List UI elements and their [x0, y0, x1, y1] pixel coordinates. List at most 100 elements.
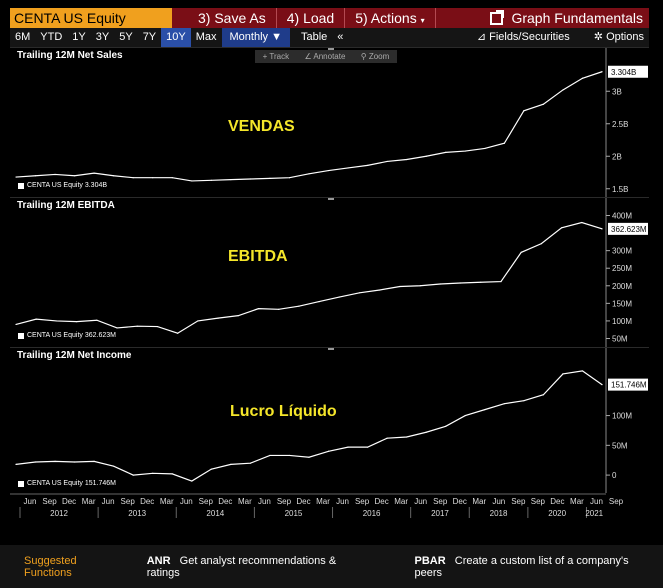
- legend-swatch: [18, 332, 24, 339]
- range-5y[interactable]: 5Y: [119, 31, 133, 43]
- y-tick-label: 150M: [612, 299, 632, 308]
- gear-icon: ✲: [593, 31, 604, 43]
- data-point: [459, 282, 462, 284]
- data-point: [601, 384, 603, 386]
- data-point: [327, 450, 330, 452]
- y-tick-label: 2B: [612, 152, 622, 161]
- chevron-down-icon: ▾: [420, 16, 425, 25]
- last-value-label: 3.304B: [611, 68, 636, 77]
- annotate-tool[interactable]: ∠ Annotate: [304, 52, 346, 61]
- top-toolbar: CENTA US Equity 3) Save As 4) Load 5) Ac…: [10, 8, 649, 28]
- data-point: [74, 461, 76, 463]
- data-point: [237, 315, 239, 317]
- anr-function[interactable]: ANR Get analyst recommendations & rating…: [137, 555, 377, 579]
- ebitda-title: Trailing 12M EBITDA: [17, 200, 115, 211]
- data-point: [581, 77, 584, 79]
- pbar-desc: Create a custom list of a company's peer…: [414, 554, 629, 579]
- last-value-label: 151.746M: [611, 381, 647, 390]
- x-tick-month: Dec: [140, 497, 154, 506]
- data-point: [132, 474, 134, 476]
- chart-tools: + Track ∠ Annotate ⚲ Zoom: [255, 50, 397, 63]
- external-link-icon: [490, 9, 505, 25]
- graph-fundamentals-button[interactable]: Graph Fundamentals: [490, 9, 649, 26]
- data-point: [484, 409, 486, 411]
- x-tick-year: 2014: [206, 509, 224, 518]
- data-point: [249, 178, 251, 180]
- series-line: [15, 71, 603, 182]
- range-6m[interactable]: 6M: [15, 31, 31, 43]
- range-1y[interactable]: 1Y: [72, 31, 86, 43]
- data-point: [406, 436, 408, 438]
- data-point: [55, 320, 58, 322]
- last-value-label: 362.623M: [611, 225, 647, 234]
- data-point: [419, 285, 421, 287]
- data-point: [386, 437, 388, 439]
- x-tick-month: Sep: [277, 497, 292, 506]
- x-tick-month: Dec: [62, 497, 76, 506]
- data-point: [288, 454, 291, 457]
- data-point: [399, 285, 401, 288]
- frequency-dropdown[interactable]: Monthly ▼: [221, 28, 290, 47]
- range-3y[interactable]: 3Y: [95, 31, 110, 43]
- fields-securities-button[interactable]: ⊿ Fields/Securities: [472, 28, 575, 47]
- load-num: 4): [286, 10, 300, 26]
- zoom-label: Zoom: [368, 52, 390, 61]
- data-point: [464, 414, 466, 417]
- data-point: [249, 462, 251, 464]
- ticker-field[interactable]: CENTA US Equity: [10, 8, 172, 28]
- income-title: Trailing 12M Net Income: [17, 350, 132, 361]
- actions-num: 5): [355, 10, 368, 26]
- x-tick-year: 2017: [431, 509, 449, 518]
- range-bar-right: ⊿ Fields/Securities ✲ Options: [472, 28, 649, 47]
- actions-label: Actions: [370, 10, 417, 26]
- data-point: [562, 373, 564, 375]
- sales-legend: CENTA US Equity 3.304B: [18, 182, 107, 189]
- series-line: [15, 370, 603, 482]
- table-button[interactable]: Table: [300, 31, 328, 43]
- zoom-tool[interactable]: ⚲ Zoom: [360, 52, 390, 61]
- range-7y[interactable]: 7Y: [142, 31, 157, 43]
- divider: [434, 8, 436, 28]
- collapse-button[interactable]: «: [337, 31, 344, 43]
- fields-label: Fields/Securities: [489, 31, 570, 43]
- data-point: [542, 394, 545, 396]
- actions-button[interactable]: 5) Actions ▾: [345, 8, 434, 28]
- data-point: [601, 228, 603, 230]
- x-tick-year: 2020: [548, 509, 566, 518]
- income-chart[interactable]: 0 50M 100M 151.746M: [10, 348, 649, 493]
- y-tick-label: 50M: [612, 334, 628, 343]
- save-as-button[interactable]: 3) Save As: [188, 8, 276, 28]
- options-button[interactable]: ✲ Options: [589, 28, 649, 47]
- legend-swatch: [18, 182, 24, 189]
- data-point: [318, 300, 320, 303]
- pbar-function[interactable]: PBAR Create a custom list of a company's…: [405, 555, 663, 579]
- x-tick-month: Sep: [511, 497, 526, 506]
- x-tick-month: Mar: [238, 497, 252, 506]
- income-legend-text: CENTA US Equity 151.746M: [27, 480, 116, 487]
- data-point: [152, 472, 154, 474]
- track-tool[interactable]: + Track: [262, 52, 290, 61]
- data-point: [464, 150, 466, 152]
- x-tick-month: Mar: [316, 497, 330, 506]
- x-tick-year: 2016: [363, 509, 381, 518]
- data-point: [520, 251, 522, 254]
- range-ytd[interactable]: YTD: [40, 31, 63, 43]
- x-tick-month: Sep: [433, 497, 448, 506]
- panel-resize-handle[interactable]: [328, 348, 334, 350]
- sales-chart[interactable]: 1.5B 2B 2.5B 3B 3.304B: [10, 48, 649, 198]
- data-point: [171, 473, 173, 475]
- load-button[interactable]: 4) Load: [277, 8, 345, 28]
- panel-resize-handle[interactable]: [328, 198, 334, 200]
- x-tick-month: Dec: [296, 497, 310, 506]
- range-max[interactable]: Max: [195, 31, 217, 43]
- x-tick-month: Jun: [24, 497, 37, 506]
- income-panel: 0 50M 100M 151.746M Trailing 12M Net Income…: [10, 347, 649, 493]
- panel-resize-handle[interactable]: [328, 48, 334, 50]
- ebitda-legend-text: CENTA US Equity 362.623M: [27, 332, 116, 339]
- range-10y[interactable]: 10Y: [161, 28, 191, 47]
- data-point: [386, 160, 388, 163]
- ebitda-chart[interactable]: 50M 100M 150M 200M 250M 300M 400M 362.623M: [10, 198, 649, 348]
- data-point: [278, 308, 280, 310]
- save-as-label: Save As: [214, 10, 266, 26]
- data-point: [54, 173, 56, 176]
